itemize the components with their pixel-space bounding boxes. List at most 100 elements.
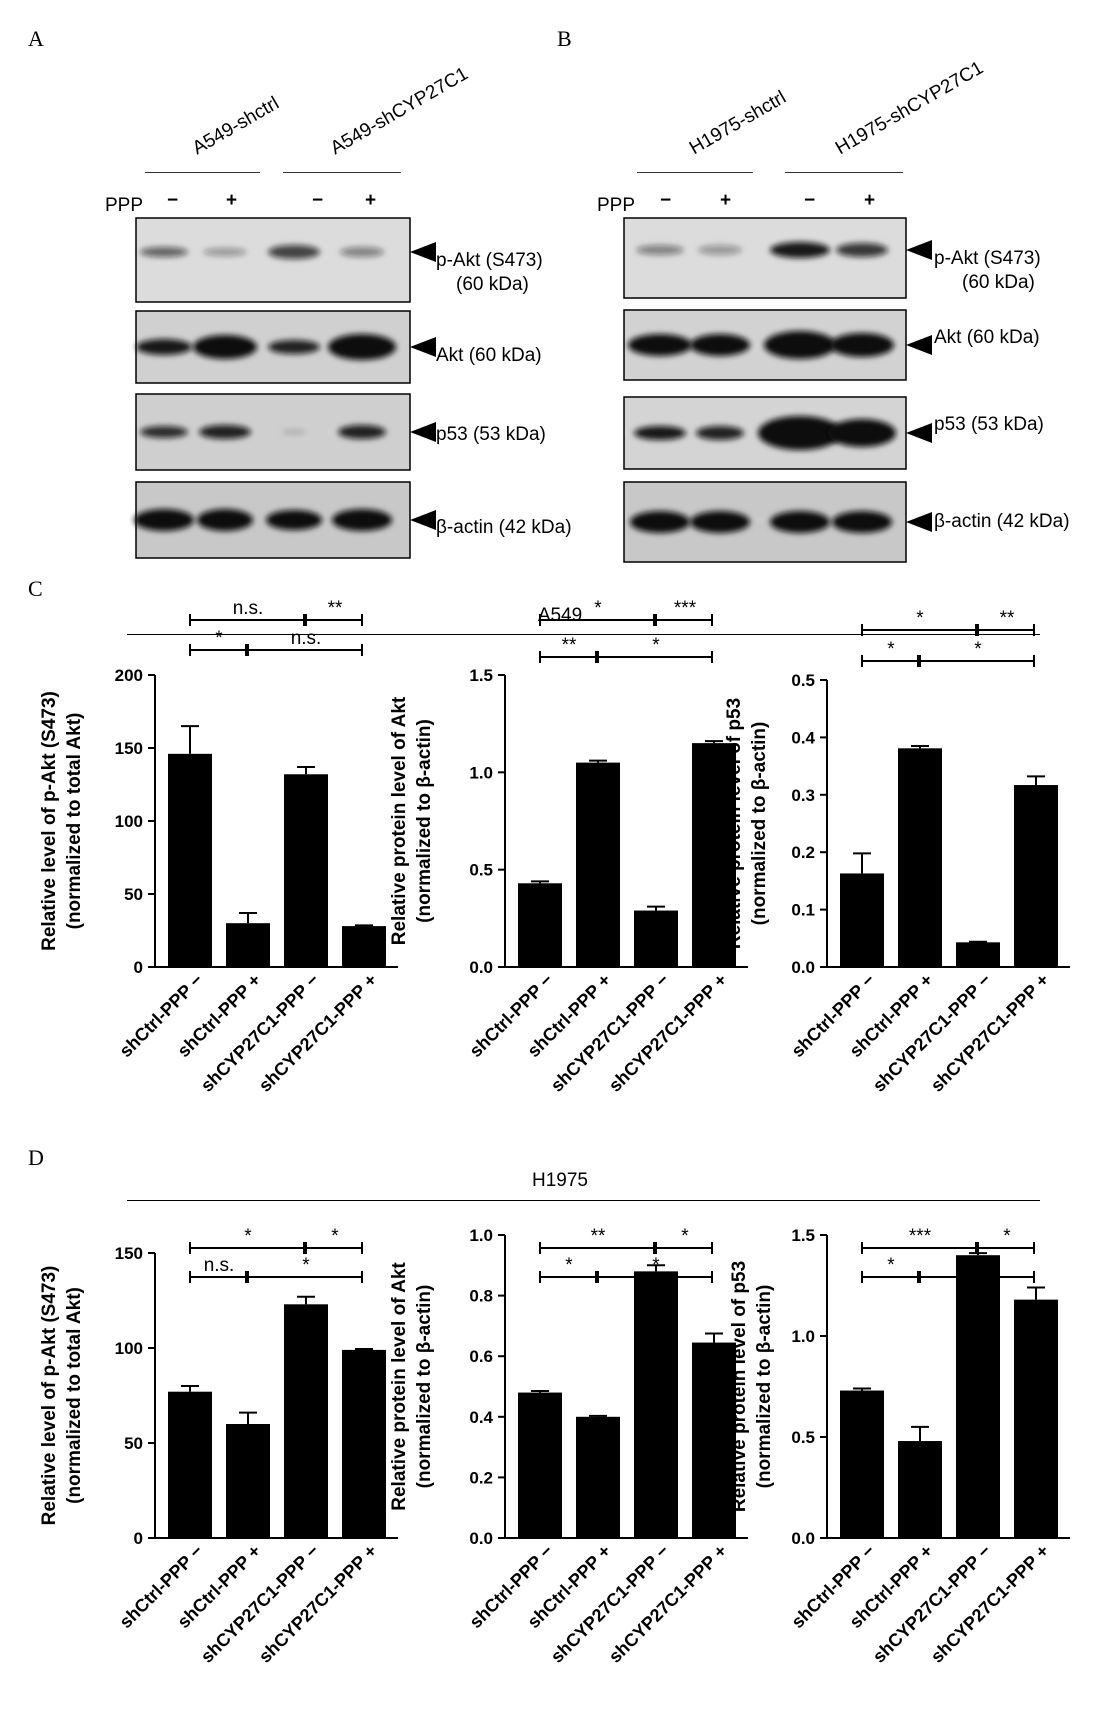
y-tick-label: 0.8 — [469, 1287, 493, 1306]
bar — [168, 753, 212, 967]
ppp-sign: − — [312, 190, 324, 211]
y-axis-label: Relative level of p-Akt (S473) (normalize… — [39, 1266, 85, 1526]
significance-label: * — [652, 635, 660, 656]
ppp-sign: + — [226, 190, 238, 211]
bar — [898, 1441, 942, 1538]
y-tick-label: 200 — [115, 666, 143, 685]
panel-label-c: C — [28, 576, 43, 601]
significance-label: * — [681, 1226, 689, 1247]
band-label: p-Akt (S473) — [436, 250, 543, 271]
group-divider — [145, 172, 260, 173]
y-axis-label: Relative protein level of Akt (normalized… — [389, 696, 435, 945]
bar — [284, 774, 328, 967]
bar — [226, 1424, 270, 1538]
significance-label: ** — [562, 635, 577, 656]
y-tick-label: 0.5 — [791, 671, 815, 690]
band-label: p-Akt (S473) — [934, 248, 1041, 269]
y-tick-label: 0.0 — [469, 1529, 493, 1548]
y-tick-label: 0.5 — [791, 1428, 815, 1447]
chart-d1: 0 50 100 150 Relative level of p-Akt (S473)(… — [39, 1226, 398, 1667]
ppp-sign: + — [365, 190, 377, 211]
group-divider — [637, 172, 753, 173]
y-tick-label: 0 — [134, 958, 143, 977]
bar — [342, 926, 386, 967]
significance-label: * — [887, 639, 895, 660]
bar — [168, 1391, 212, 1538]
significance-label: *** — [674, 598, 697, 619]
y-tick-label: 0.6 — [469, 1347, 493, 1366]
band-label: (60 kDa) — [456, 274, 529, 295]
row-divider — [127, 1200, 1040, 1201]
band-label: (60 kDa) — [962, 272, 1035, 293]
band-label: β-actin (42 kDa) — [934, 511, 1070, 532]
y-tick-label: 1.0 — [469, 763, 493, 782]
y-tick-label: 1.0 — [791, 1327, 815, 1346]
band-label: β-actin (42 kDa) — [436, 517, 572, 538]
ppp-sign: − — [660, 190, 672, 211]
significance-label: n.s. — [204, 1255, 235, 1276]
significance-label: * — [916, 608, 924, 629]
y-tick-label: 0.5 — [469, 861, 493, 880]
y-tick-label: 0 — [134, 1529, 143, 1548]
bar — [576, 1416, 620, 1538]
ppp-sign: − — [804, 190, 816, 211]
y-tick-label: 1.5 — [469, 666, 493, 685]
ppp-label: PPP — [105, 195, 144, 216]
y-tick-label: 50 — [124, 1434, 143, 1453]
bar — [1014, 785, 1058, 967]
bar — [342, 1349, 386, 1538]
panel-label-b: B — [557, 26, 572, 51]
y-tick-label: 0.2 — [469, 1468, 493, 1487]
y-axis-label: Relative protein level of Akt (normalized… — [389, 1262, 435, 1511]
y-tick-label: 0.0 — [791, 1529, 815, 1548]
y-tick-label: 0.4 — [469, 1408, 493, 1427]
group-divider — [283, 172, 401, 173]
bar — [692, 743, 736, 967]
significance-label: * — [887, 1255, 895, 1276]
significance-label: n.s. — [291, 628, 322, 649]
y-tick-label: 100 — [115, 812, 143, 831]
chart-d3: 0.0 0.5 1.0 1.5 Relative protein level of p5… — [729, 1226, 1070, 1667]
group-divider — [785, 172, 903, 173]
y-tick-label: 1.5 — [791, 1226, 815, 1245]
panel-label-d: D — [28, 1145, 44, 1170]
chart-c2: 0.0 0.5 1.0 1.5 Relative protein level of Ak… — [389, 598, 748, 1096]
y-tick-label: 150 — [115, 739, 143, 758]
bar — [840, 1390, 884, 1538]
row-title-h1975: H1975 — [532, 1170, 588, 1191]
bar — [284, 1304, 328, 1538]
y-tick-label: 0.0 — [791, 958, 815, 977]
bar — [1014, 1299, 1058, 1538]
bar — [956, 1255, 1000, 1538]
significance-label: ** — [971, 1255, 986, 1276]
bar — [518, 1392, 562, 1538]
ppp-sign: − — [167, 190, 179, 211]
significance-label: n.s. — [233, 598, 264, 619]
significance-label: * — [215, 628, 223, 649]
significance-label: ** — [1000, 608, 1015, 629]
bar — [518, 883, 562, 967]
y-tick-label: 0.4 — [791, 728, 815, 747]
significance-label: * — [1003, 1226, 1011, 1247]
chart-d2: 0.0 0.2 0.4 0.6 0.8 1.0 Relative protein level… — [389, 1226, 748, 1667]
y-tick-label: 1.0 — [469, 1226, 493, 1245]
chart-c3: 0.0 0.1 0.2 0.3 0.4 0.5 Relative protein level… — [724, 608, 1070, 1096]
bar — [226, 923, 270, 967]
band-label: p53 (53 kDa) — [436, 424, 546, 445]
ppp-label: PPP — [597, 195, 636, 216]
y-tick-label: 50 — [124, 885, 143, 904]
significance-label: * — [974, 639, 982, 660]
band-label: Akt (60 kDa) — [436, 345, 542, 366]
panel-label-a: A — [28, 26, 44, 51]
bar — [634, 1271, 678, 1538]
significance-label: * — [594, 598, 602, 619]
y-tick-label: 150 — [115, 1244, 143, 1263]
y-tick-label: 0.1 — [791, 901, 815, 920]
significance-label: * — [652, 1255, 660, 1276]
significance-label: ** — [328, 598, 343, 619]
significance-label: * — [302, 1255, 310, 1276]
significance-label: ** — [591, 1226, 606, 1247]
row-divider — [127, 634, 1040, 635]
y-axis-label: Relative level of p-Akt (S473) (normalize… — [39, 691, 85, 951]
